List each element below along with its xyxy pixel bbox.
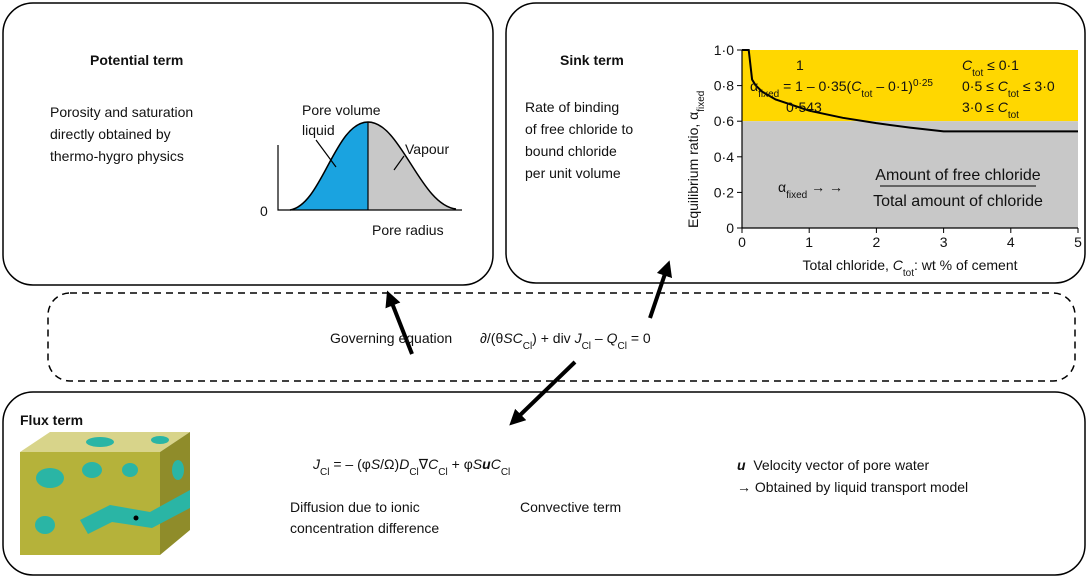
region bbox=[742, 50, 1078, 122]
region bbox=[742, 121, 1078, 228]
description: Diffusion due to ionic bbox=[290, 499, 420, 515]
annotation: αfixed = 1 – 0·35(Ctot – 0·1)0·25 bbox=[750, 78, 933, 100]
x-tick-label: 3 bbox=[940, 234, 948, 250]
sink-box bbox=[505, 2, 1086, 284]
description: thermo-hygro physics bbox=[50, 148, 184, 164]
description: of free chloride to bbox=[525, 121, 633, 137]
axes bbox=[277, 145, 462, 211]
x-tick-label: 4 bbox=[1007, 234, 1015, 250]
description: per unit volume bbox=[525, 165, 621, 181]
y-tick-label: 0·6 bbox=[714, 113, 734, 129]
y-tick-label: 0 bbox=[726, 220, 734, 236]
label: Pore radius bbox=[372, 222, 444, 238]
potential-box bbox=[2, 2, 494, 286]
arrow bbox=[385, 290, 414, 355]
x-tick-label: 5 bbox=[1074, 234, 1082, 250]
x-axis-label: Total chloride, Ctot: wt % of cement bbox=[802, 257, 1017, 279]
chart: 0 0·2 0·4 0·6 0·8 1·0 0 1 2 3 4 5 bbox=[714, 42, 1082, 250]
description: u Velocity vector of pore water bbox=[737, 457, 930, 473]
equation: JCl = – (φS/Ω)DCl∇CCl + φSuCCl bbox=[312, 456, 510, 478]
cube-illustration bbox=[20, 432, 190, 555]
leader bbox=[315, 139, 337, 168]
annotation: 3·0 ≤ Ctot bbox=[962, 99, 1019, 121]
label: 0 bbox=[260, 203, 268, 219]
curve bbox=[742, 49, 1078, 133]
label: liquid bbox=[302, 122, 335, 138]
label: Governing equation bbox=[330, 330, 452, 346]
label: Vapour bbox=[405, 141, 449, 157]
liquid-area bbox=[290, 122, 368, 210]
x-tick-label: 0 bbox=[738, 234, 746, 250]
y-axis-label: Equilibrium ratio, αfixed bbox=[685, 91, 707, 228]
label: Pore volume bbox=[302, 102, 381, 118]
x-tick-label: 1 bbox=[805, 234, 813, 250]
description: → Obtained by liquid transport model bbox=[737, 479, 968, 495]
description: Convective term bbox=[520, 499, 621, 515]
equation: ∂/(θSCCl) + div JCl – QCl = 0 bbox=[480, 330, 651, 352]
arrow bbox=[509, 360, 577, 426]
section-title: Potential term bbox=[90, 52, 183, 68]
leader bbox=[393, 155, 405, 171]
y-tick-label: 0·2 bbox=[714, 184, 734, 200]
annotation: 0·5 ≤ Ctot ≤ 3·0 bbox=[962, 78, 1055, 100]
section-title: Flux term bbox=[20, 412, 83, 428]
annotation: 0·543 bbox=[786, 99, 822, 115]
arrow bbox=[648, 260, 672, 319]
description: Rate of binding bbox=[525, 99, 619, 115]
y-tick-label: 0·4 bbox=[714, 149, 734, 165]
annotation: Amount of free chloride bbox=[875, 167, 1041, 184]
description: Porosity and saturation bbox=[50, 104, 193, 120]
x-tick-label: 2 bbox=[873, 234, 881, 250]
description: directly obtained by bbox=[50, 126, 171, 142]
annotation: 1 bbox=[796, 57, 804, 73]
y-tick-label: 1·0 bbox=[714, 42, 734, 58]
annotation: Ctot ≤ 0·1 bbox=[962, 57, 1019, 79]
governing-box bbox=[47, 292, 1076, 382]
description: bound chloride bbox=[525, 143, 617, 159]
y-tick-label: 0·8 bbox=[714, 78, 734, 94]
annotation: Total amount of chloride bbox=[873, 193, 1043, 210]
description: concentration difference bbox=[290, 520, 439, 536]
annotation: αfixed → → bbox=[778, 179, 843, 201]
section-title: Sink term bbox=[560, 52, 624, 68]
